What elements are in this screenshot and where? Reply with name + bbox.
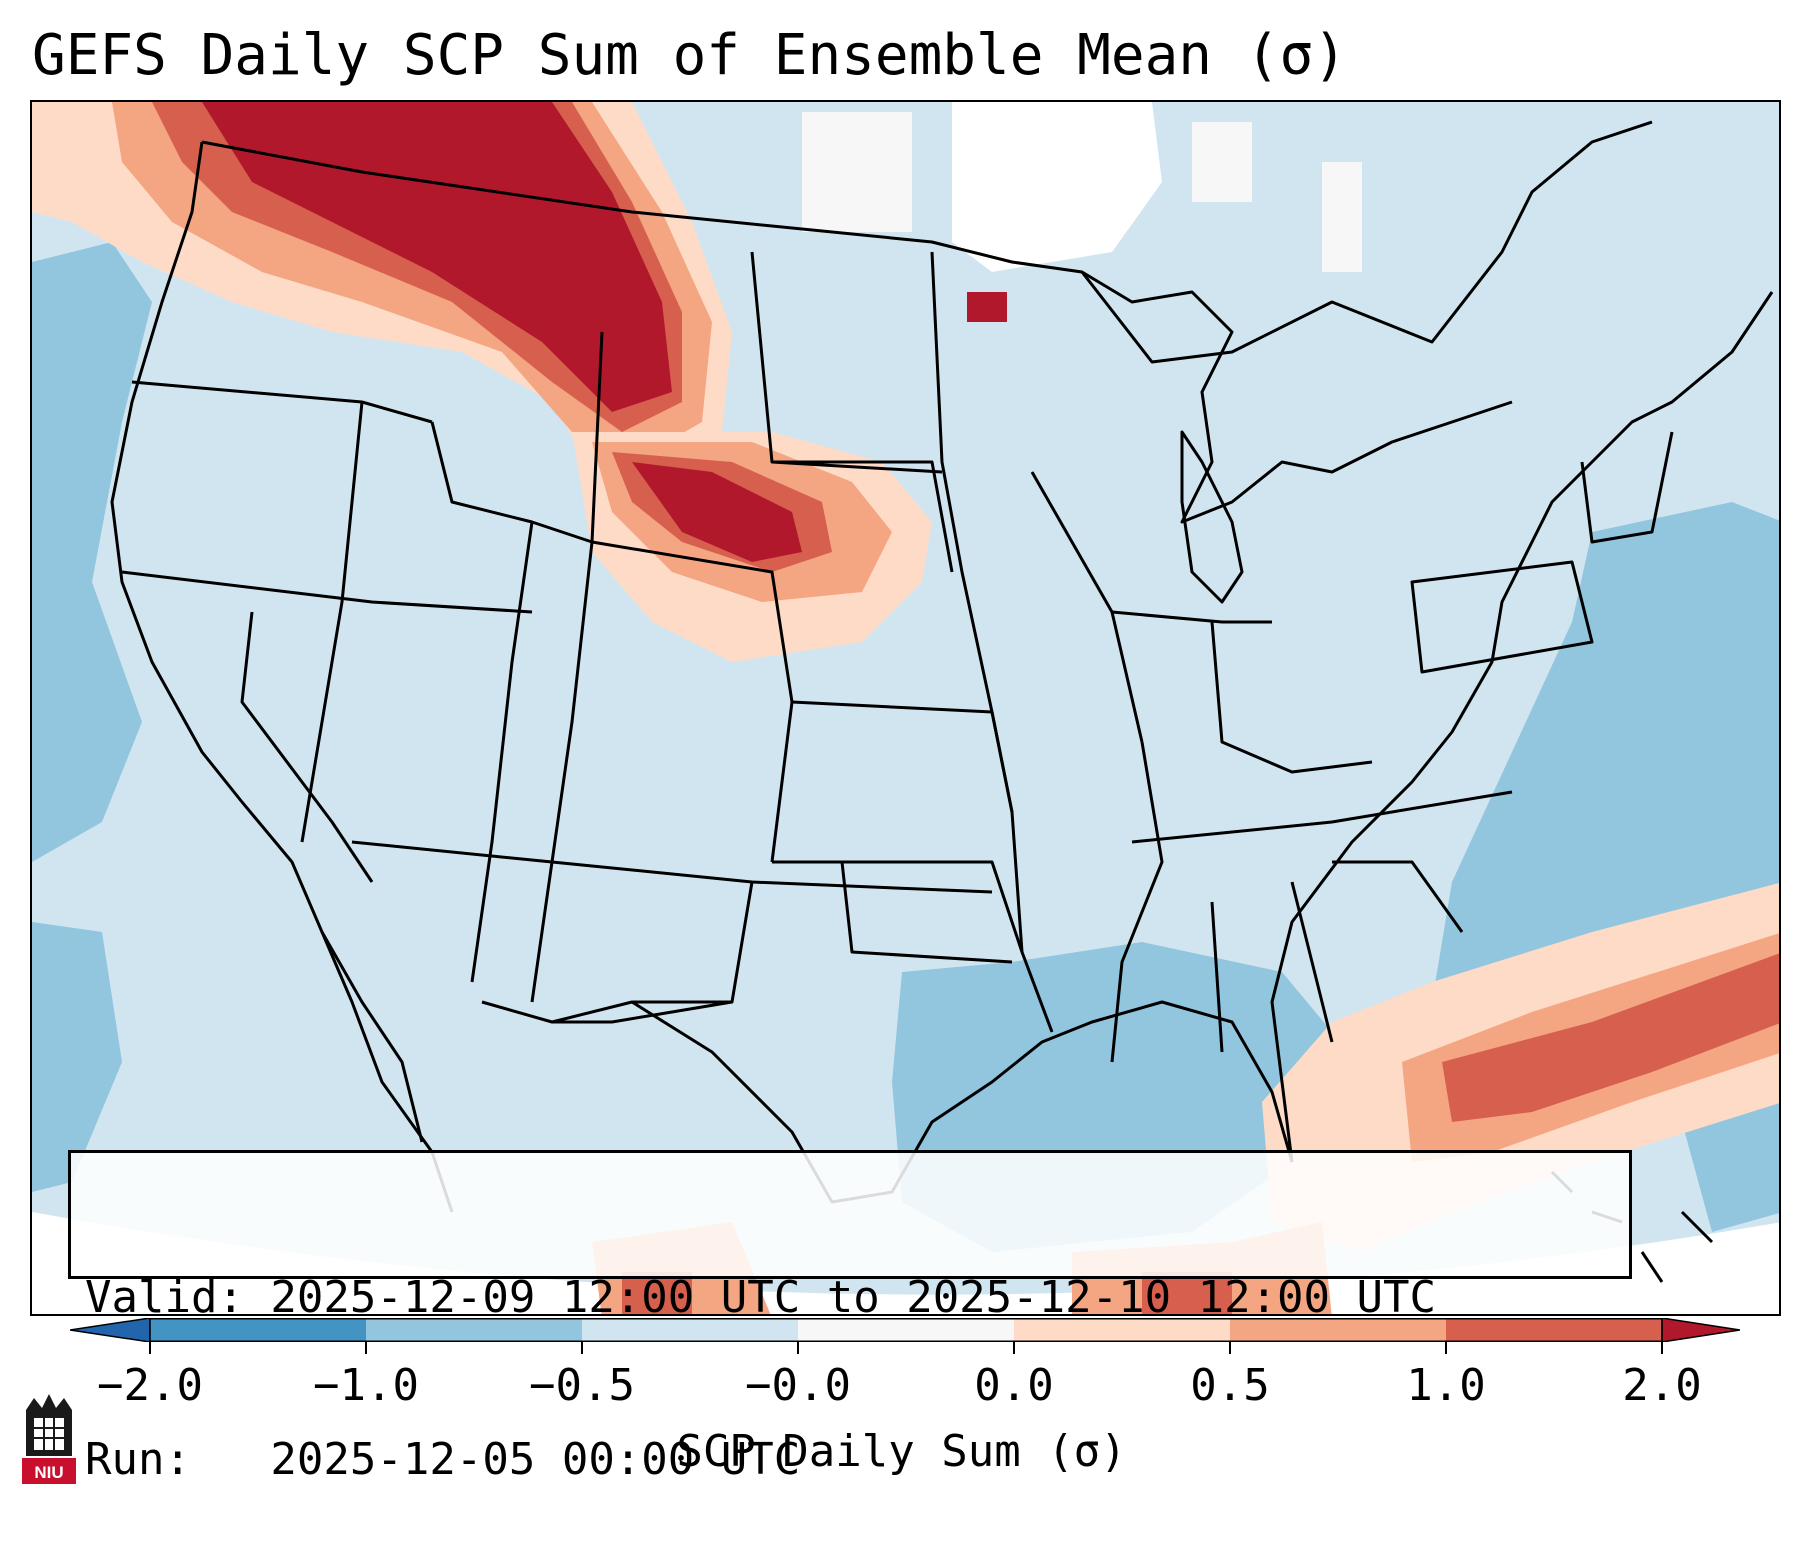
us-canada-border bbox=[201, 120, 1653, 364]
field-atlantic-positive-high bbox=[1442, 953, 1779, 1122]
field-nw-positive-extreme bbox=[202, 102, 672, 412]
colorbar-bin bbox=[582, 1318, 798, 1342]
logo-text: NIU bbox=[34, 1463, 63, 1482]
border-west-2 bbox=[121, 570, 533, 614]
field-pacific-negative bbox=[32, 922, 122, 1192]
logo-banner bbox=[22, 1458, 76, 1484]
border-pa bbox=[1410, 560, 1594, 674]
border-nv bbox=[240, 611, 374, 883]
colorbar-tick bbox=[1229, 1342, 1231, 1354]
border-midwest-2 bbox=[990, 711, 1054, 1033]
border-mid-2 bbox=[470, 521, 534, 983]
field-atlantic-negative bbox=[1432, 502, 1779, 1002]
border-south-1 bbox=[1110, 741, 1164, 1063]
colorbar-bin bbox=[1230, 1318, 1446, 1342]
colorbar-tick-label: −1.0 bbox=[313, 1360, 419, 1411]
colorbar-tick bbox=[1661, 1342, 1663, 1354]
border-south-3 bbox=[1290, 881, 1334, 1043]
colorbar-bin bbox=[1014, 1318, 1230, 1342]
border-rockies bbox=[590, 331, 794, 863]
colorbar-bin bbox=[150, 1318, 366, 1342]
field-neutral-patch bbox=[1322, 162, 1362, 272]
colorbar-tick-label: 1.0 bbox=[1406, 1360, 1486, 1411]
projection-edge bbox=[32, 1212, 1779, 1314]
colorbar-tick bbox=[365, 1342, 367, 1354]
border-mid-1 bbox=[430, 421, 593, 544]
map-svg bbox=[32, 102, 1779, 1314]
colorbar-tick bbox=[797, 1342, 799, 1354]
border-southeast bbox=[1332, 860, 1464, 933]
border-south-2 bbox=[1210, 901, 1224, 1053]
field-minnesota-extreme bbox=[967, 292, 1007, 322]
colorbar-bin bbox=[798, 1318, 1014, 1342]
run-time-line: Run: 2025-12-05 00:00 UTC bbox=[85, 1434, 801, 1485]
colorbar-tick-label: 2.0 bbox=[1622, 1360, 1702, 1411]
border-mid-3 bbox=[530, 541, 594, 1003]
colorbar-tick-label: −2.0 bbox=[97, 1360, 203, 1411]
field-plains-positive-extreme bbox=[632, 462, 802, 562]
colorbar-tick bbox=[581, 1342, 583, 1354]
colorbar-tick-label: 0.0 bbox=[974, 1360, 1054, 1411]
colorbar-extend-low bbox=[70, 1318, 151, 1342]
field-neutral-patch bbox=[802, 112, 912, 232]
chart-title: GEFS Daily SCP Sum of Ensemble Mean (σ) bbox=[32, 23, 1347, 88]
great-lakes-shore bbox=[1081, 270, 1513, 524]
east-coast bbox=[1270, 291, 1774, 1163]
field-neutral-north bbox=[952, 102, 1162, 272]
border-plains-4 bbox=[930, 251, 994, 713]
logo-window-grid bbox=[34, 1418, 64, 1450]
colorbar-title: SCP Daily Sum (σ) bbox=[676, 1426, 1127, 1477]
field-pacific-negative bbox=[32, 242, 152, 862]
west-coast bbox=[110, 141, 424, 1143]
field-epac-high bbox=[622, 1272, 692, 1314]
colorbar-bin bbox=[1446, 1318, 1662, 1342]
border-midwest-4 bbox=[1131, 790, 1513, 844]
field-neutral-patch bbox=[1192, 122, 1252, 202]
colorbar-tick-label: −0.5 bbox=[529, 1360, 635, 1411]
field-atlantic-negative-se bbox=[1682, 1093, 1779, 1232]
gulf-coast bbox=[481, 1000, 1294, 1204]
border-midwest-3 bbox=[1111, 610, 1272, 624]
border-4c bbox=[351, 840, 993, 894]
niu-logo: NIU bbox=[22, 1394, 76, 1484]
colorbar-tick-label: 0.5 bbox=[1190, 1360, 1270, 1411]
border-plains-2 bbox=[772, 460, 954, 573]
border-ohio bbox=[1210, 621, 1373, 774]
valid-info-box: Valid: 2025-12-09 12:00 UTC to 2025-12-1… bbox=[68, 1150, 1632, 1485]
border-ok bbox=[772, 860, 1024, 953]
colorbar-extend-high bbox=[1661, 1318, 1740, 1342]
colorbar-tick bbox=[1013, 1342, 1015, 1354]
logo-window-lines bbox=[34, 1418, 64, 1450]
border-ne bbox=[1580, 431, 1674, 544]
valid-time-line: Valid: 2025-12-09 12:00 UTC to 2025-12-1… bbox=[85, 1272, 1437, 1323]
colorbar bbox=[70, 1318, 1740, 1342]
border-tx bbox=[552, 1000, 733, 1024]
border-ok-tx bbox=[840, 861, 1013, 964]
colorbar-tick bbox=[149, 1342, 151, 1354]
border-west-3 bbox=[300, 401, 364, 843]
lake-michigan bbox=[1180, 430, 1244, 604]
colorbar-outline bbox=[149, 1318, 1663, 1342]
colorbar-tick-label: −0.0 bbox=[745, 1360, 851, 1411]
field-caribbean-high bbox=[1142, 1272, 1232, 1314]
map-panel bbox=[30, 100, 1781, 1316]
colorbar-tick bbox=[1445, 1342, 1447, 1354]
colorbar-bin bbox=[366, 1318, 582, 1342]
